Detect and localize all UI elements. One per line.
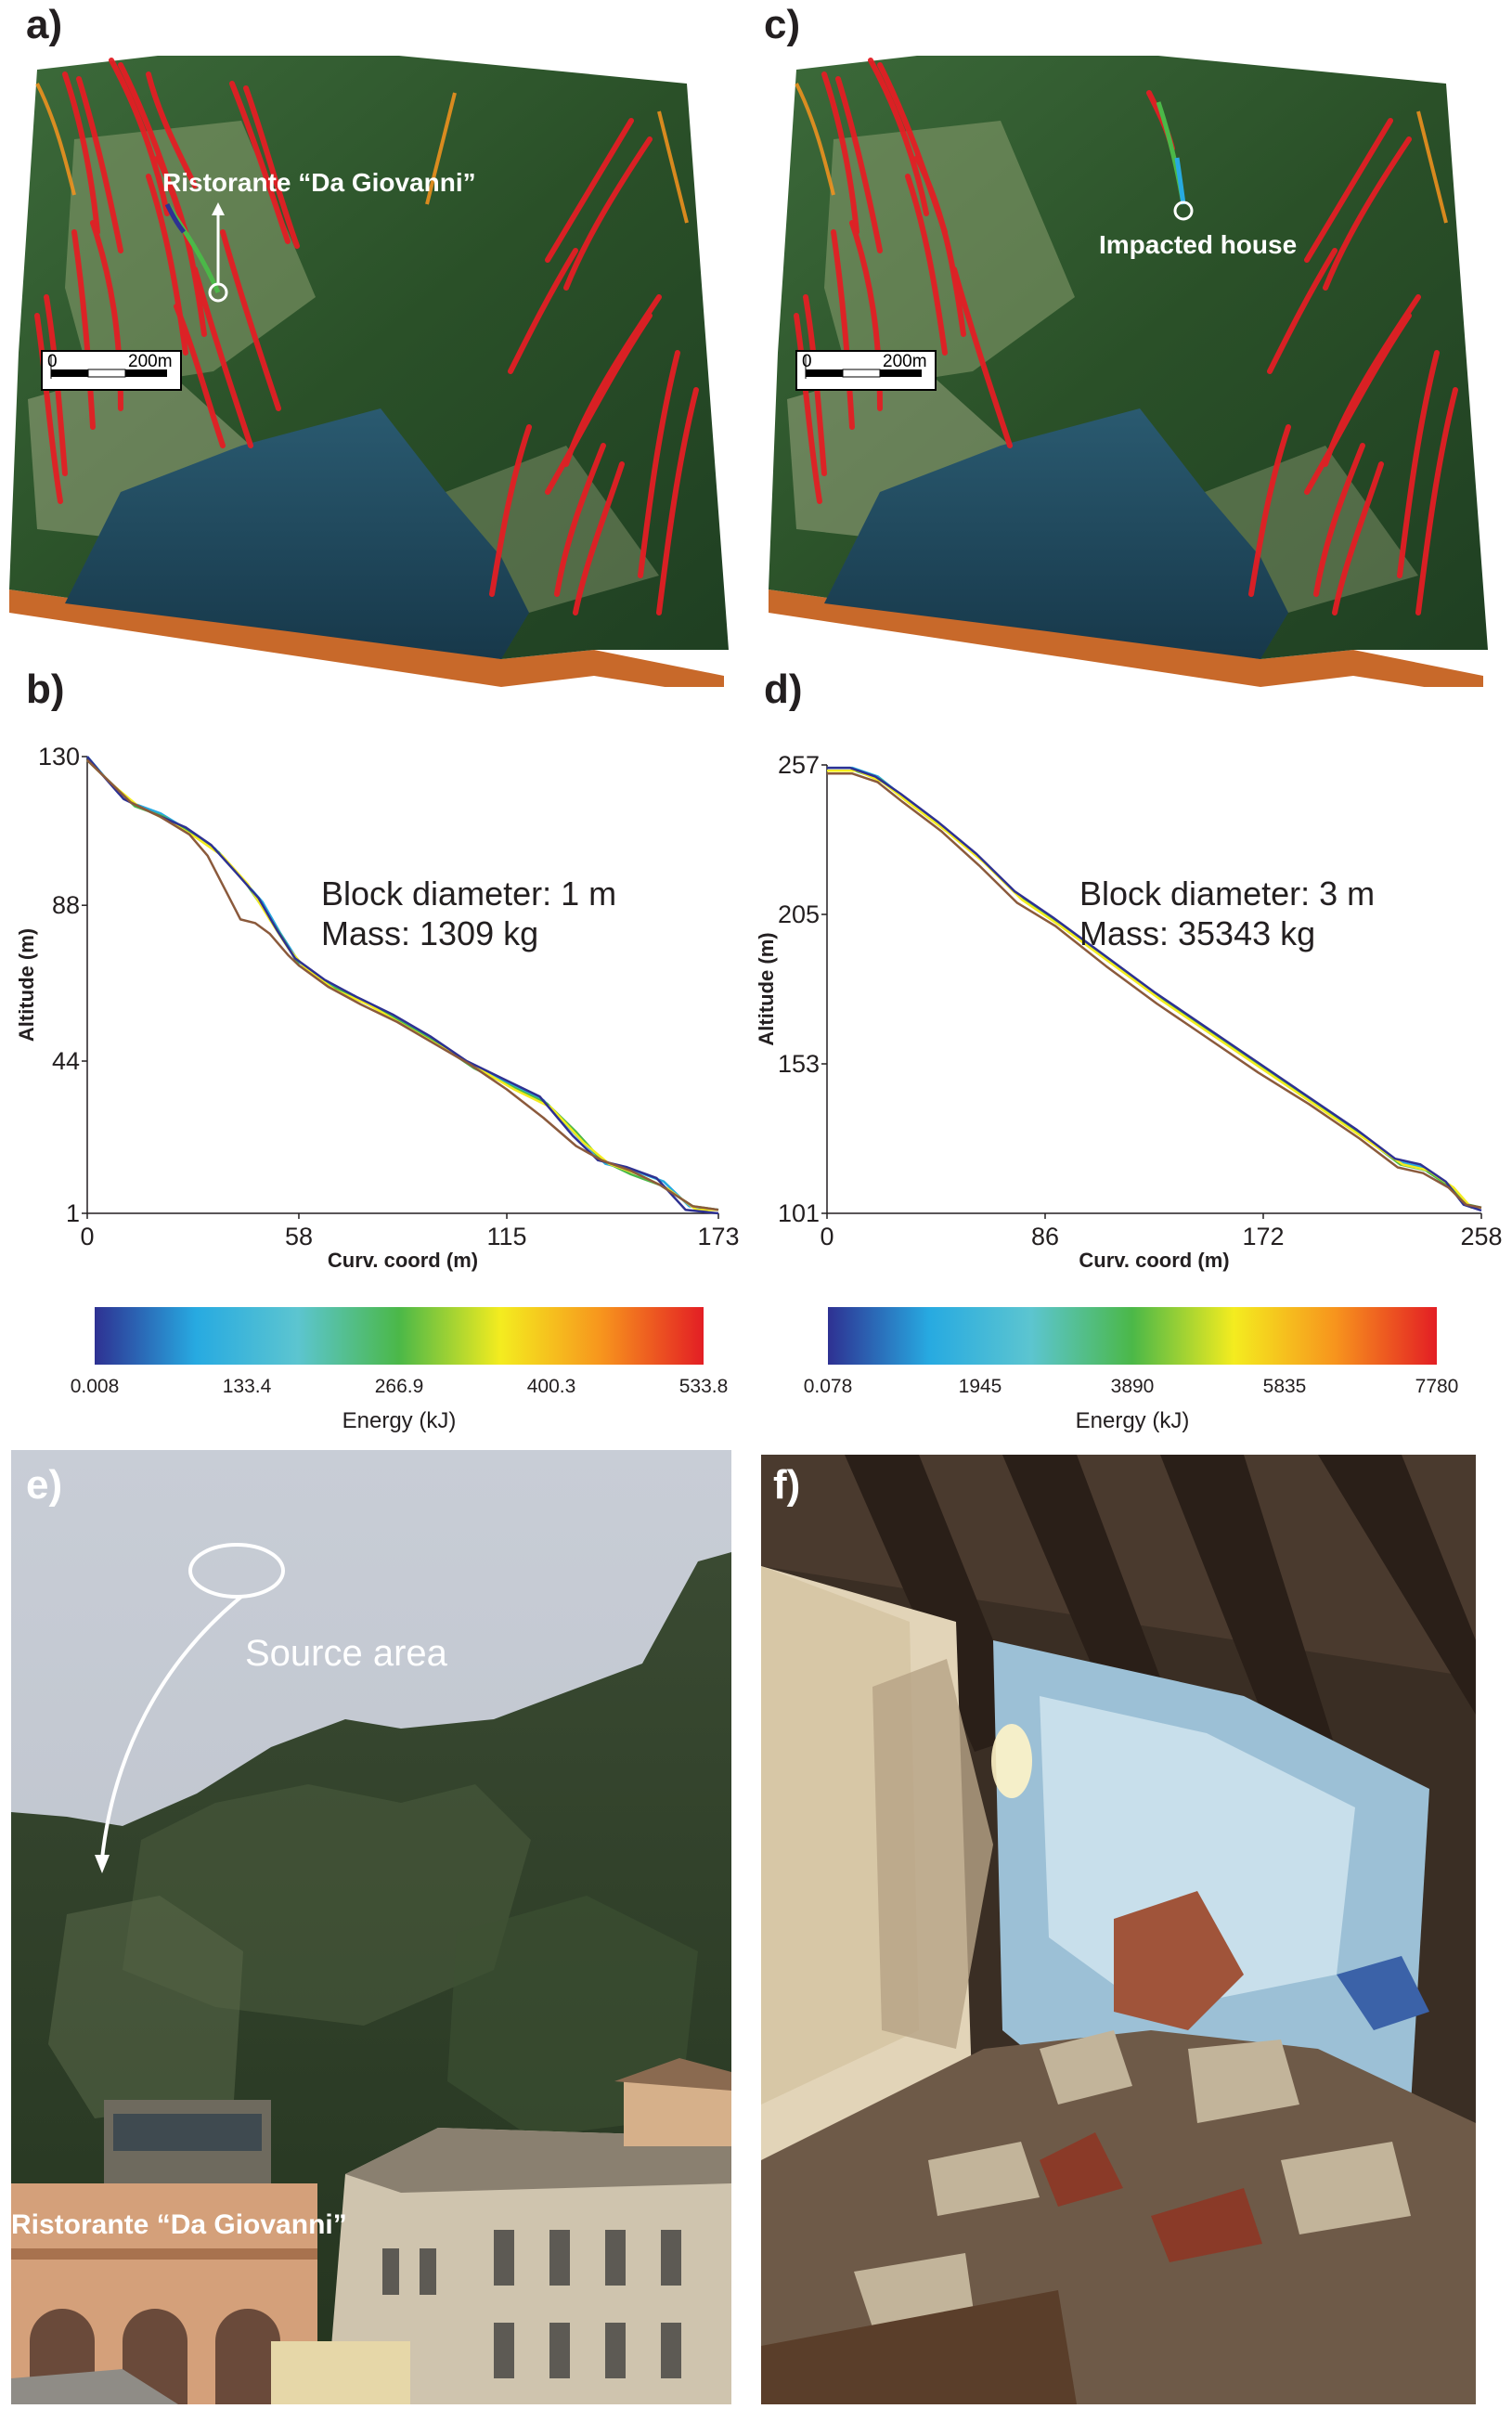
terrain-base bbox=[9, 589, 724, 687]
colorbar-tick-label: 0.008 bbox=[71, 1376, 120, 1397]
restaurant-label-e: Ristorante “Da Giovanni” bbox=[11, 2209, 347, 2240]
terrain-map-c-svg: Impacted house 0 200m bbox=[769, 56, 1488, 687]
scale-dist-a: 200m bbox=[128, 352, 173, 371]
photo-impacted-house-svg bbox=[761, 1455, 1476, 2404]
panel-label-f: f) bbox=[773, 1462, 801, 1508]
x-tick-label: 258 bbox=[1460, 1223, 1502, 1250]
source-area-ellipse bbox=[188, 1543, 285, 1599]
photo-slope: Source area Ristorante “Da Giovanni” bbox=[11, 1450, 731, 2404]
x-tick-label: 0 bbox=[820, 1223, 834, 1250]
block-diameter-b: Block diameter: 1 m bbox=[321, 874, 616, 913]
trajectory-series-5 bbox=[827, 772, 1482, 1210]
photo-slope-svg: Source area Ristorante “Da Giovanni” bbox=[11, 1450, 731, 2404]
trajectory-lines bbox=[34, 58, 699, 615]
scale-zero-a: 0 bbox=[47, 352, 58, 371]
colorbar-tick-label: 5835 bbox=[1263, 1376, 1307, 1397]
energy-colorbar bbox=[95, 1307, 704, 1365]
x-axis-label: Curv. coord (m) bbox=[1079, 1249, 1229, 1272]
y-tick-label: 153 bbox=[778, 1050, 820, 1078]
colorbar-axis-label: Energy (kJ) bbox=[1076, 1408, 1190, 1433]
y-tick-label: 1 bbox=[66, 1199, 80, 1227]
colorbar-b-svg: 0.008 133.4 266.9 400.3 533.8 Energy (kJ) bbox=[71, 1307, 729, 1433]
x-tick-label: 58 bbox=[285, 1223, 313, 1250]
sea-area bbox=[65, 408, 529, 659]
x-tick-label: 172 bbox=[1242, 1223, 1284, 1250]
trajectory-series-4 bbox=[86, 756, 719, 1215]
colorbar-tick-label: 400.3 bbox=[527, 1376, 576, 1397]
trajectory-series-5 bbox=[86, 758, 719, 1211]
scale-bar-c: 0 200m bbox=[795, 350, 937, 391]
colorbar-tick-label: 1945 bbox=[959, 1376, 1002, 1397]
profile-chart-b: 1 44 88 130 0 58 115 173 Curv. coord (m) Altitude… bbox=[0, 724, 752, 1286]
mass-b: Mass: 1309 kg bbox=[321, 914, 538, 952]
terrain-map-a: Ristorante “Da Giovanni” 0 200m bbox=[9, 56, 733, 687]
colorbar-tick-label: 0.078 bbox=[804, 1376, 853, 1397]
impacted-house-label: Impacted house bbox=[1099, 230, 1297, 259]
profile-chart-d: 101 153 205 257 0 86 172 258 Curv. coord (m) Alti… bbox=[733, 724, 1512, 1286]
trajectory-series-2 bbox=[86, 758, 719, 1211]
panel-label-b: b) bbox=[26, 667, 65, 712]
mass-d: Mass: 35343 kg bbox=[1079, 914, 1315, 952]
target-marker-c bbox=[1173, 201, 1194, 221]
profile-chart-b-svg: 1 44 88 130 0 58 115 173 Curv. coord (m) Altitude… bbox=[15, 743, 740, 1272]
panel-label-c: c) bbox=[764, 2, 801, 47]
y-axis-label: Altitude (m) bbox=[15, 928, 38, 1042]
colorbar-b: 0.008 133.4 266.9 400.3 533.8 Energy (kJ) bbox=[56, 1300, 743, 1453]
profile-chart-d-svg: 101 153 205 257 0 86 172 258 Curv. coord (m) Alti… bbox=[755, 751, 1503, 1272]
colorbar-tick-label: 133.4 bbox=[223, 1376, 272, 1397]
colorbar-tick-label: 3890 bbox=[1111, 1376, 1155, 1397]
x-tick-label: 173 bbox=[697, 1223, 739, 1250]
scale-zero-c: 0 bbox=[802, 352, 812, 371]
monastery-building bbox=[327, 2128, 731, 2404]
trajectory-series-4 bbox=[827, 766, 1482, 1212]
y-tick-label: 44 bbox=[52, 1047, 80, 1075]
panel-label-a: a) bbox=[26, 2, 63, 47]
colorbar-axis-label: Energy (kJ) bbox=[342, 1408, 457, 1433]
scale-bar-a: 0 200m bbox=[41, 350, 182, 391]
colorbar-tick-label: 266.9 bbox=[375, 1376, 424, 1397]
x-tick-label: 115 bbox=[486, 1223, 526, 1250]
x-tick-label: 86 bbox=[1031, 1223, 1059, 1250]
photo-impacted-house bbox=[761, 1455, 1476, 2404]
colorbar-tick-label: 7780 bbox=[1415, 1376, 1459, 1397]
target-marker-a bbox=[208, 282, 228, 303]
x-axis-label: Curv. coord (m) bbox=[328, 1249, 478, 1272]
colorbar-d-svg: 0.078 1945 3890 5835 7780 Energy (kJ) bbox=[804, 1307, 1459, 1433]
terrain-map-c: Impacted house 0 200m bbox=[769, 56, 1502, 687]
runout-arrow bbox=[100, 1595, 243, 1859]
terrain-map-a-svg: Ristorante “Da Giovanni” 0 200m bbox=[9, 56, 729, 687]
restaurant-label-a: Ristorante “Da Giovanni” bbox=[162, 168, 476, 197]
terrain-base bbox=[769, 589, 1483, 687]
energy-colorbar bbox=[828, 1307, 1437, 1365]
x-tick-label: 0 bbox=[80, 1223, 94, 1250]
y-tick-label: 205 bbox=[778, 900, 820, 928]
y-tick-label: 88 bbox=[52, 891, 80, 919]
scale-dist-c: 200m bbox=[883, 352, 927, 371]
block-diameter-d: Block diameter: 3 m bbox=[1079, 874, 1375, 913]
trajectory-series-3 bbox=[827, 769, 1481, 1210]
y-axis-label: Altitude (m) bbox=[755, 932, 778, 1045]
source-area-label: Source area bbox=[245, 1633, 448, 1674]
trajectory-series-1 bbox=[827, 766, 1482, 1210]
trajectory-series-2 bbox=[827, 769, 1482, 1210]
y-tick-label: 130 bbox=[38, 743, 80, 771]
colorbar-tick-label: 533.8 bbox=[679, 1376, 729, 1397]
y-tick-label: 101 bbox=[778, 1199, 820, 1227]
y-tick-label: 257 bbox=[778, 751, 820, 779]
panel-label-e: e) bbox=[26, 1462, 63, 1508]
panel-label-d: d) bbox=[764, 667, 803, 712]
colorbar-d: 0.078 1945 3890 5835 7780 Energy (kJ) bbox=[789, 1300, 1476, 1453]
sea-area bbox=[824, 408, 1288, 659]
